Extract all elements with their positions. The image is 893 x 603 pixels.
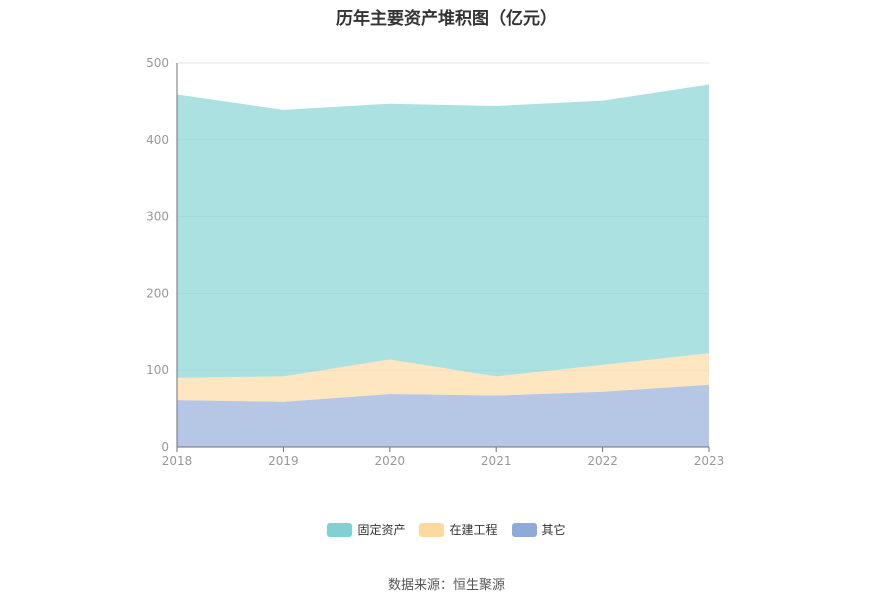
legend-label-fixed-assets: 固定资产	[357, 523, 406, 537]
y-tick-label: 100	[146, 363, 169, 377]
y-tick-labels: 0 100 200 300 400 500	[146, 56, 169, 454]
legend-swatch-construction	[419, 522, 445, 537]
x-tick-label: 2020	[375, 454, 406, 468]
x-tick-label: 2023	[694, 454, 725, 468]
legend-swatch-other	[511, 522, 537, 537]
data-source: 数据来源：恒生聚源	[387, 578, 505, 593]
legend-label-construction: 在建工程	[449, 523, 498, 537]
x-tick-label: 2021	[481, 454, 512, 468]
legend-label-other: 其它	[541, 523, 566, 537]
y-tick-label: 400	[146, 133, 169, 147]
area-series-2	[177, 84, 709, 378]
y-tick-label: 500	[146, 56, 169, 70]
chart-title: 历年主要资产堆积图（亿元）	[336, 9, 557, 29]
legend-item-fixed-assets[interactable]: 固定资产	[327, 521, 405, 538]
y-tick-label: 0	[161, 440, 169, 454]
y-tick-label: 200	[146, 286, 169, 300]
axes	[176, 63, 710, 452]
area-series-0	[177, 384, 709, 447]
x-tick-label: 2022	[587, 454, 618, 468]
legend-item-construction[interactable]: 在建工程	[419, 521, 498, 538]
x-tick-label: 2018	[162, 454, 193, 468]
legend-swatch-fixed-assets	[327, 522, 353, 537]
area-series	[177, 84, 709, 447]
legend: 固定资产 在建工程 其它	[0, 521, 893, 538]
area-series-1	[177, 353, 709, 402]
y-tick-label: 300	[146, 210, 169, 224]
legend-item-other[interactable]: 其它	[511, 521, 566, 538]
x-tick-label: 2019	[268, 454, 299, 468]
x-tick-labels: 2018 2019 2020 2021 2022 2023	[162, 454, 725, 468]
